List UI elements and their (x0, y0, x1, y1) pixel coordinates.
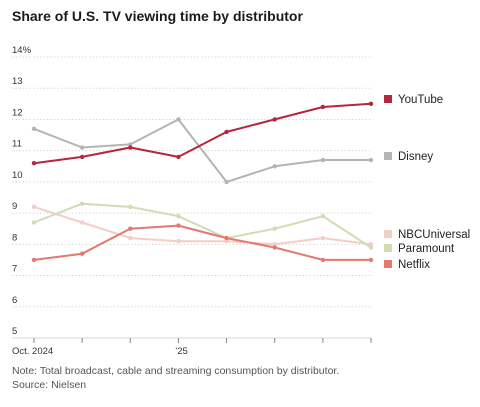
series-line-nbcuniversal (33, 205, 372, 246)
legend-label-youtube: YouTube (398, 94, 443, 106)
legend-swatch-nbcuniversal (384, 230, 392, 238)
data-point-youtube (128, 145, 133, 150)
x-tick-label: '25 (175, 346, 187, 357)
grid-layer (12, 56, 371, 339)
legend-label-netflix: Netflix (398, 259, 430, 271)
data-point-youtube (31, 160, 37, 166)
legend-label-paramount: Paramount (398, 243, 455, 255)
legend-label-nbcuniversal: NBCUniversal (398, 229, 470, 241)
series-line-netflix (33, 224, 371, 261)
data-point-nbcuniversal (79, 220, 85, 225)
data-point-netflix (368, 257, 374, 263)
y-tick-label: 12 (12, 107, 23, 118)
series-line-paramount (33, 202, 372, 249)
y-tick-label: 9 (12, 201, 17, 212)
data-point-disney (224, 179, 229, 185)
chart-source: Source: Nielsen (12, 379, 87, 391)
y-tick-label: 14% (12, 45, 32, 56)
legend-swatch-youtube (384, 95, 392, 103)
data-point-netflix (128, 226, 133, 231)
legend-label-disney: Disney (398, 151, 433, 163)
data-point-paramount (79, 201, 85, 206)
data-point-paramount (31, 220, 37, 225)
data-point-nbcuniversal (128, 235, 133, 241)
data-point-nbcuniversal (368, 242, 374, 247)
data-point-disney (320, 157, 326, 163)
data-point-paramount (176, 214, 181, 219)
y-tick-label: 7 (12, 264, 17, 275)
legend-swatch-paramount (384, 244, 392, 252)
data-point-nbcuniversal (272, 242, 277, 247)
series-layer (31, 101, 374, 263)
data-point-disney (31, 126, 37, 132)
data-point-paramount (272, 226, 277, 231)
series-line-youtube (33, 102, 372, 165)
data-point-disney (368, 157, 374, 163)
data-point-paramount (128, 204, 133, 210)
x-axis-ticks: Oct. 2024 '25 (12, 338, 372, 357)
data-point-nbcuniversal (31, 204, 37, 210)
legend-swatch-netflix (384, 260, 392, 268)
data-point-netflix (79, 251, 85, 256)
legend: YouTube Disney NBCUniversal Paramount Netfli… (384, 94, 470, 271)
data-point-youtube (368, 101, 374, 107)
chart-note: Note: Total broadcast, cable and streami… (12, 365, 340, 377)
data-point-disney (176, 117, 181, 122)
data-point-paramount (320, 214, 326, 219)
x-tick-label: Oct. 2024 (12, 346, 53, 357)
data-point-youtube (272, 117, 277, 122)
series-line-disney (33, 118, 371, 183)
data-point-netflix (31, 257, 37, 263)
legend-swatch-disney (384, 152, 392, 160)
data-point-nbcuniversal (224, 239, 229, 244)
data-point-disney (272, 164, 277, 169)
data-point-disney (79, 145, 85, 150)
data-point-paramount (368, 245, 374, 250)
data-point-youtube (176, 154, 181, 160)
data-point-netflix (176, 223, 181, 228)
data-point-netflix (320, 257, 326, 263)
chart-title: Share of U.S. TV viewing time by distrib… (12, 8, 303, 24)
data-point-youtube (320, 104, 326, 110)
data-point-nbcuniversal (320, 235, 326, 241)
y-tick-label: 11 (12, 139, 22, 150)
data-point-netflix (272, 245, 277, 250)
y-tick-label: 6 (12, 295, 17, 306)
y-tick-label: 13 (12, 76, 23, 87)
y-axis-ticks: 5 6 7 8 9 10 11 12 13 14% (12, 45, 32, 337)
y-tick-label: 8 (12, 232, 17, 243)
data-point-netflix (224, 235, 229, 241)
data-point-youtube (224, 129, 229, 135)
y-tick-label: 10 (12, 170, 23, 181)
data-point-disney (128, 142, 133, 147)
data-point-nbcuniversal (176, 239, 181, 244)
y-tick-label: 5 (12, 326, 17, 337)
data-point-youtube (79, 154, 85, 160)
